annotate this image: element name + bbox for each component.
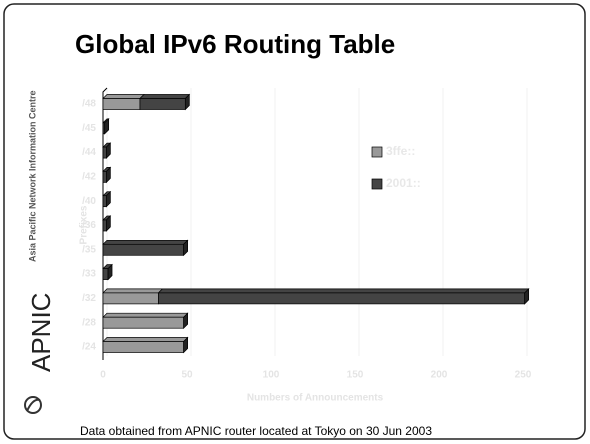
- bar: [102, 195, 107, 208]
- y-tick-label: /40: [82, 196, 96, 207]
- bar-side: [106, 142, 111, 159]
- legend-swatch: [371, 178, 383, 190]
- bar: [102, 292, 159, 305]
- footnote: Data obtained from APNIC router located …: [80, 424, 432, 438]
- x-tick-label: 0: [100, 370, 106, 381]
- bar-top: [157, 288, 530, 294]
- chart-title: Global IPv6 Routing Table: [75, 29, 395, 59]
- legend-label: 2001::: [386, 176, 421, 190]
- bar-top: [102, 239, 189, 245]
- bar-side: [107, 263, 113, 281]
- sidebar-org: Asia Pacific Network Information Centre: [27, 90, 37, 262]
- bar-side: [183, 336, 188, 354]
- logo-icon: [24, 396, 42, 414]
- bar-side: [183, 239, 188, 257]
- y-tick-label: /24: [82, 342, 96, 353]
- x-axis-label: Numbers of Announcements: [247, 393, 384, 404]
- bar-top: [102, 312, 189, 318]
- slide-border: [3, 3, 586, 440]
- y-tick-label: /36: [82, 220, 96, 231]
- bar-side: [184, 93, 190, 111]
- bar: [102, 171, 107, 183]
- bar: [102, 98, 141, 110]
- bar: [158, 292, 526, 305]
- y-tick-label: /48: [82, 99, 96, 110]
- y-tick-label: /45: [82, 123, 96, 134]
- bar: [102, 268, 109, 280]
- bar-top: [102, 288, 164, 294]
- legend-swatch: [371, 146, 383, 158]
- x-tick-label: 200: [431, 370, 448, 381]
- y-tick-label: /35: [82, 244, 96, 255]
- bar-top: [102, 94, 145, 99]
- bar-top: [102, 337, 189, 342]
- bar: [102, 243, 184, 256]
- x-tick-label: 150: [347, 370, 364, 381]
- bar: [102, 341, 184, 353]
- bar-top: [139, 94, 191, 99]
- bar-side: [524, 288, 530, 305]
- y-tick-label: /28: [82, 317, 96, 328]
- sidebar-logo: APNIC: [26, 293, 56, 372]
- bar: [139, 98, 186, 110]
- bar-side: [183, 312, 188, 330]
- x-tick-label: 50: [181, 370, 193, 381]
- y-tick-label: /32: [82, 293, 96, 304]
- bar-side: [106, 166, 111, 184]
- y-axis-label: Prefixes: [79, 205, 90, 244]
- y-tick-label: /42: [82, 172, 96, 183]
- bar: [102, 316, 184, 329]
- x-tick-label: 100: [263, 370, 280, 381]
- x-tick-label: 250: [515, 370, 532, 381]
- y-tick-label: /44: [82, 147, 96, 158]
- bar: [102, 219, 107, 232]
- bar-side: [104, 117, 110, 135]
- legend-label: 3ffe::: [386, 144, 415, 158]
- bar-side: [106, 190, 111, 208]
- bar: [102, 146, 107, 159]
- bar-side: [106, 215, 111, 232]
- y-tick-label: /33: [82, 269, 96, 280]
